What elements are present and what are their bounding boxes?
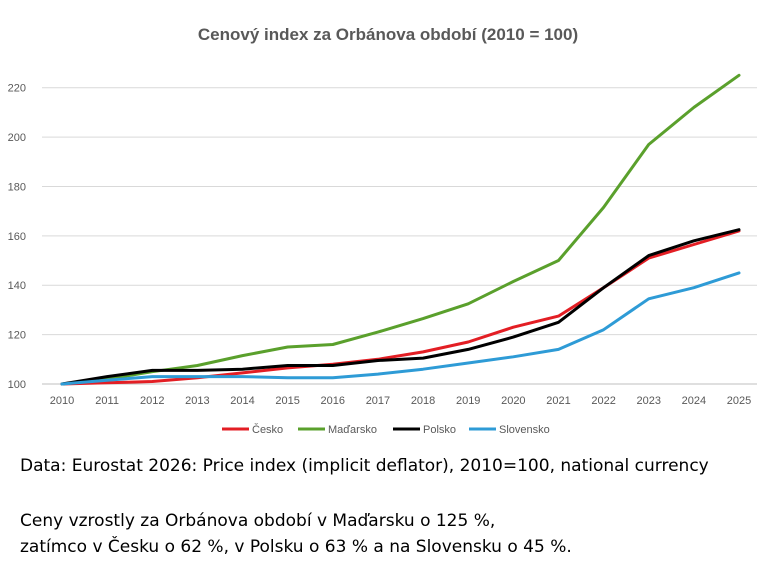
series-lines (60, 73, 741, 386)
y-tick-label: 160 (8, 231, 26, 243)
x-tick-label: 2014 (230, 395, 254, 407)
x-tick-label: 2023 (636, 395, 660, 407)
legend-label: Slovensko (499, 424, 550, 436)
series-line-maďarsko (60, 73, 741, 386)
series-line-slovensko (60, 271, 741, 386)
gridlines (42, 87, 757, 385)
y-tick-label: 200 (8, 132, 26, 144)
y-tick-label: 140 (8, 280, 26, 292)
source-note: Data: Eurostat 2026: Price index (implic… (20, 456, 709, 476)
y-axis: 100 120 140 160 180 200 220 (8, 83, 26, 391)
y-tick-label: 220 (8, 83, 26, 95)
legend-label: Česko (252, 423, 283, 436)
x-tick-label: 2021 (546, 395, 570, 407)
x-tick-label: 2019 (456, 395, 480, 407)
summary-line-2: zatímco v Česku o 62 %, v Polsku o 63 % … (20, 537, 572, 557)
x-tick-label: 2013 (185, 395, 209, 407)
x-tick-label: 2010 (50, 395, 74, 407)
x-tick-label: 2011 (95, 395, 119, 407)
x-tick-label: 2020 (501, 395, 525, 407)
legend: Česko Maďarsko Polsko Slovensko (222, 423, 550, 436)
y-tick-label: 100 (8, 379, 26, 391)
x-tick-label: 2012 (140, 395, 164, 407)
y-tick-label: 120 (8, 330, 26, 342)
x-tick-label: 2025 (727, 395, 751, 407)
y-tick-label: 180 (8, 181, 26, 193)
x-axis: 2010 2011 2012 2013 2014 2015 2016 2017 2018 2019… (50, 395, 751, 407)
x-tick-label: 2016 (321, 395, 345, 407)
legend-label: Maďarsko (328, 424, 377, 436)
summary-text: Ceny vzrostly za Orbánova období v Maďar… (20, 508, 572, 560)
x-tick-label: 2017 (366, 395, 390, 407)
x-tick-label: 2024 (682, 395, 706, 407)
x-tick-label: 2022 (591, 395, 615, 407)
chart: Cenový index za Orbánova období (2010 = … (8, 25, 757, 436)
x-tick-label: 2018 (411, 395, 435, 407)
series-line-polsko (60, 228, 741, 386)
legend-label: Polsko (423, 424, 456, 436)
chart-title: Cenový index za Orbánova období (2010 = … (198, 25, 578, 44)
summary-line-1: Ceny vzrostly za Orbánova období v Maďar… (20, 511, 496, 531)
x-tick-label: 2015 (275, 395, 299, 407)
